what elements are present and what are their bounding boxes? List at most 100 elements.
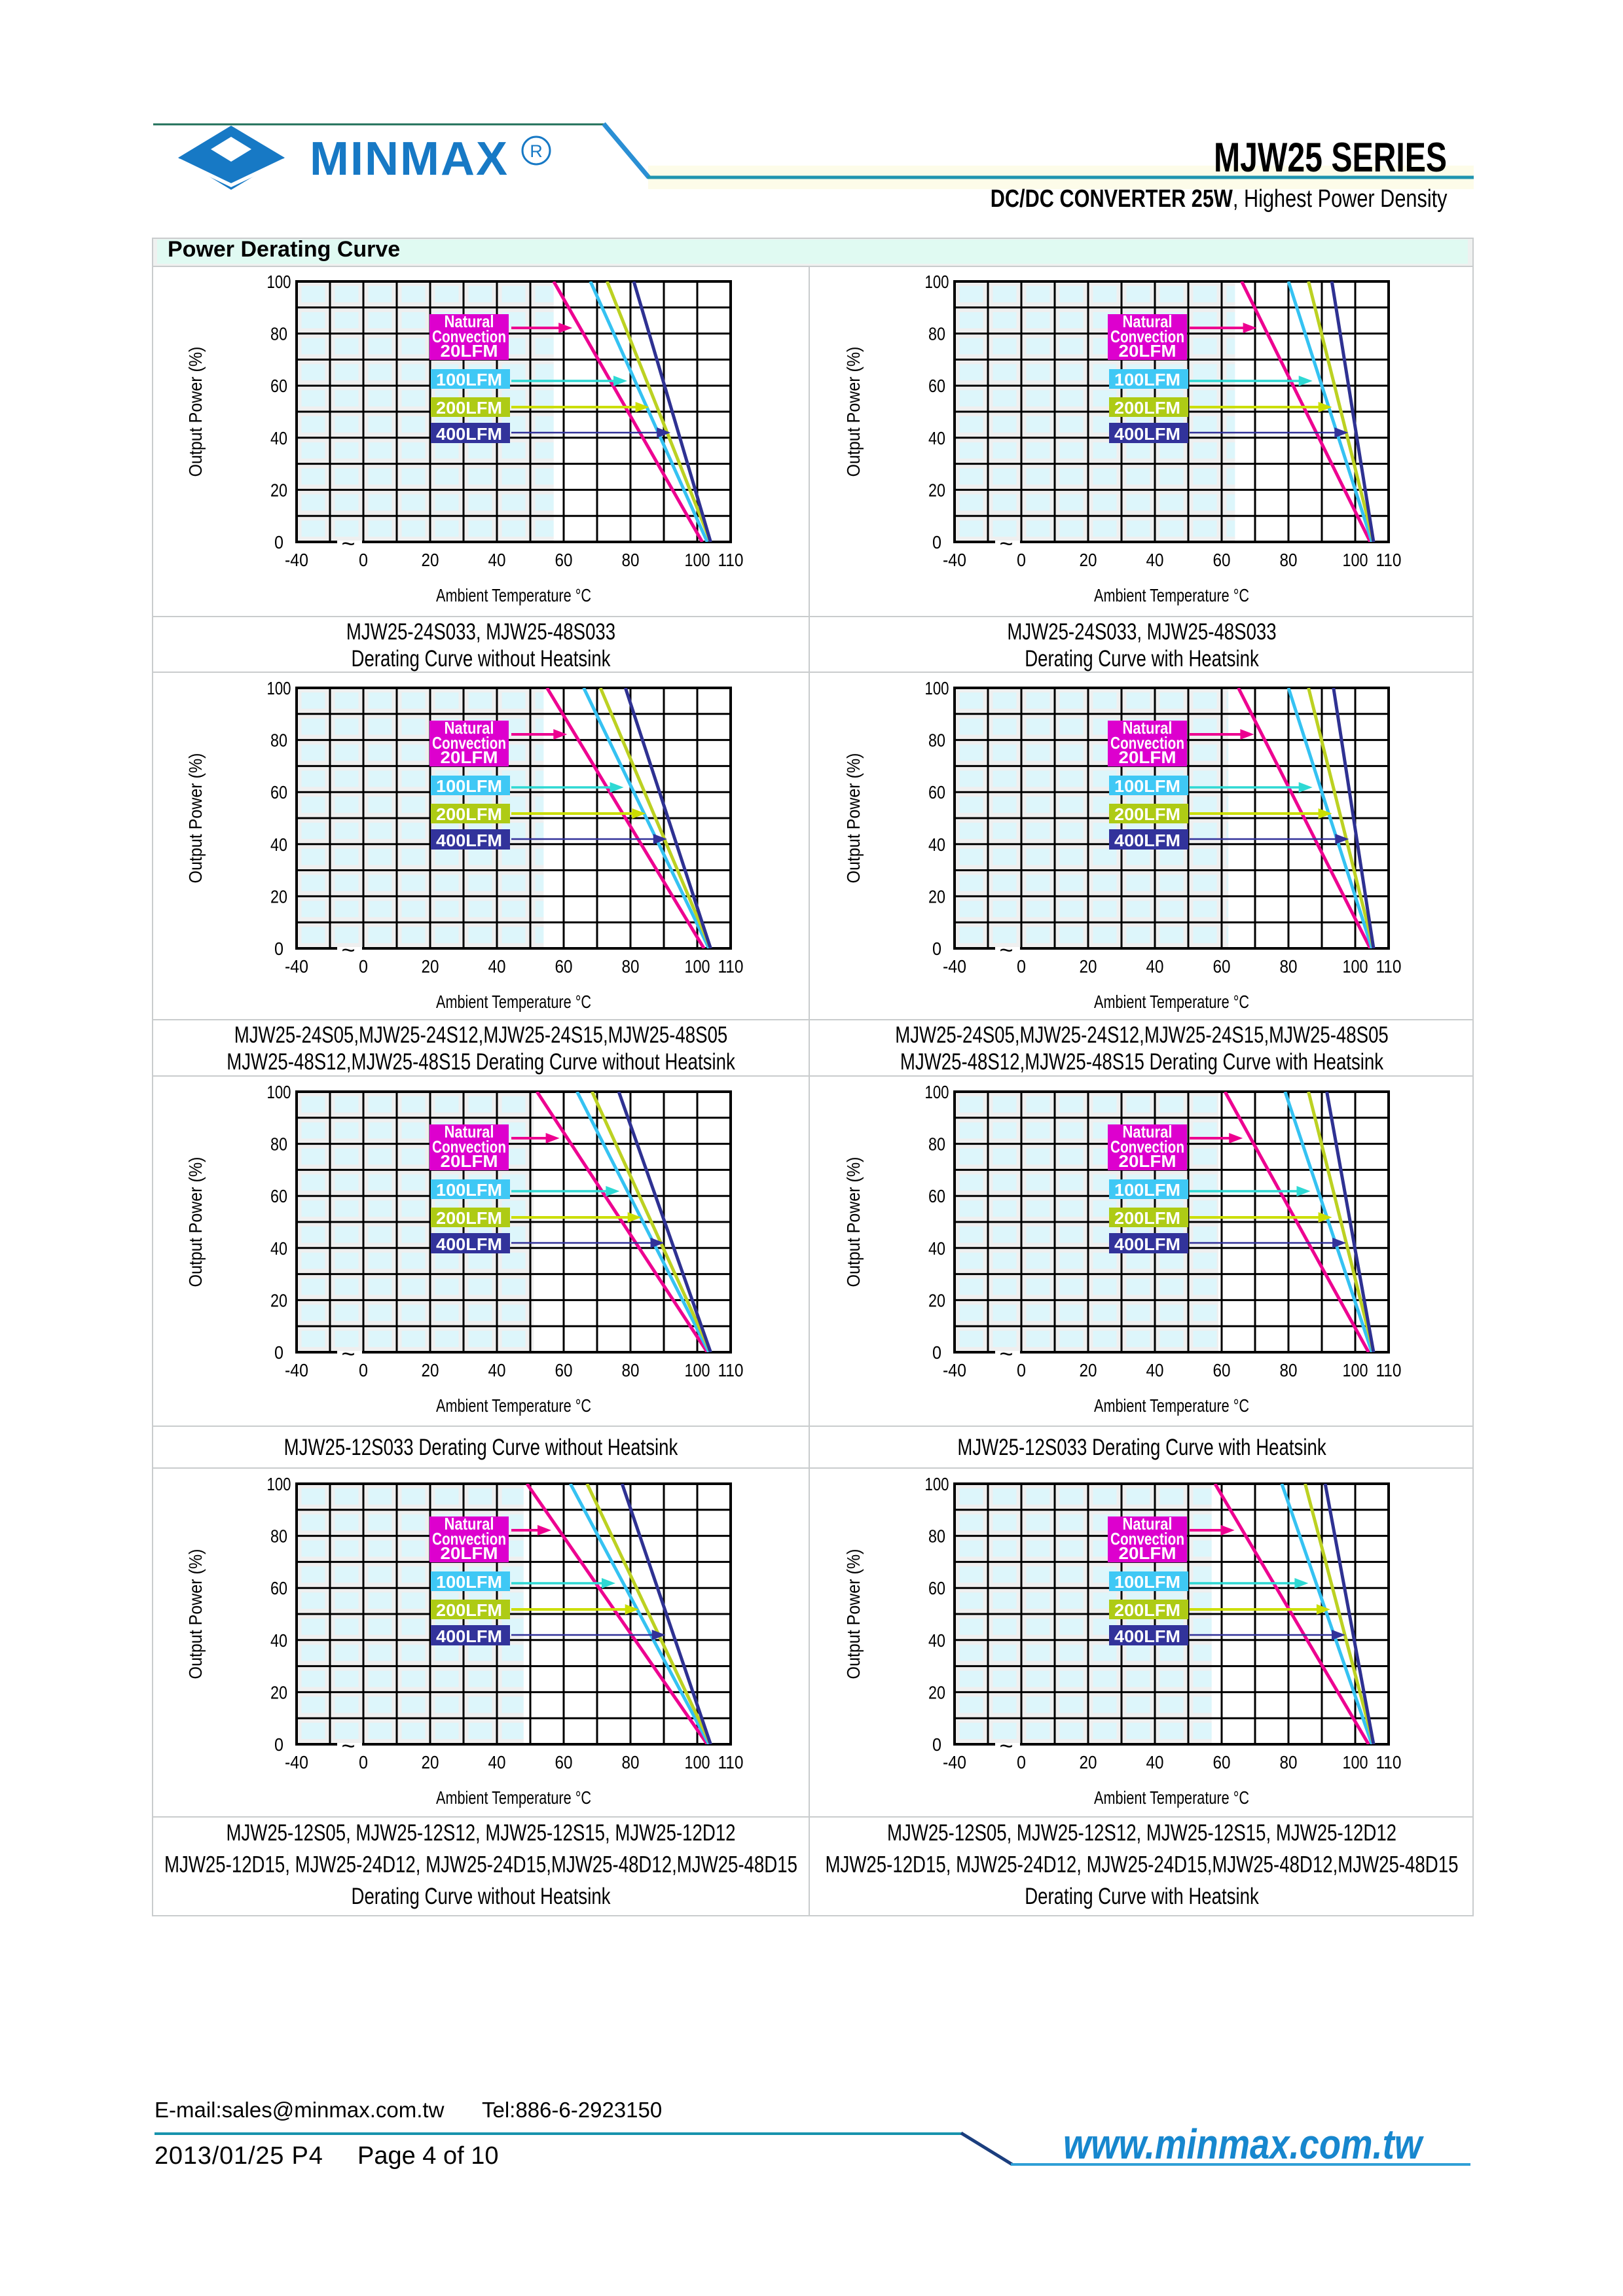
svg-text:Output Power (%): Output Power (%) xyxy=(185,347,206,477)
svg-text:400LFM: 400LFM xyxy=(436,1626,502,1646)
svg-text:40: 40 xyxy=(1146,956,1164,977)
svg-text:60: 60 xyxy=(270,782,287,802)
svg-text:400LFM: 400LFM xyxy=(436,424,502,444)
svg-text:-40: -40 xyxy=(285,956,308,977)
svg-text:20: 20 xyxy=(422,550,439,570)
svg-text:200LFM: 200LFM xyxy=(1114,398,1180,418)
svg-text:R: R xyxy=(530,141,543,161)
svg-text:100: 100 xyxy=(925,272,949,292)
svg-text:100: 100 xyxy=(1343,1752,1368,1772)
svg-text:MJW25-24S033, MJW25-48S033: MJW25-24S033, MJW25-48S033 xyxy=(346,619,615,645)
svg-text:80: 80 xyxy=(1280,1752,1298,1772)
svg-text:0: 0 xyxy=(932,1734,941,1755)
svg-text:-40: -40 xyxy=(285,1752,308,1772)
svg-text:Ambient Temperature °C: Ambient Temperature °C xyxy=(436,1787,591,1808)
svg-text:0: 0 xyxy=(359,550,368,570)
svg-text:Derating Curve without Heatsin: Derating Curve without Heatsink xyxy=(352,646,611,672)
svg-text:20: 20 xyxy=(422,956,439,977)
svg-text:Output Power (%): Output Power (%) xyxy=(185,753,206,884)
svg-text:MJW25-12D15, MJW25-24D12, MJW2: MJW25-12D15, MJW25-24D12, MJW25-24D15,MJ… xyxy=(826,1852,1459,1878)
svg-text:40: 40 xyxy=(928,1630,945,1651)
svg-text:100LFM: 100LFM xyxy=(436,1572,502,1592)
svg-text:100LFM: 100LFM xyxy=(1114,1572,1180,1592)
svg-text:80: 80 xyxy=(270,730,287,751)
svg-text:MJW25-12S05, MJW25-12S12, MJW2: MJW25-12S05, MJW25-12S12, MJW25-12S15, M… xyxy=(226,1820,735,1846)
svg-text:Ambient Temperature °C: Ambient Temperature °C xyxy=(436,1395,591,1416)
svg-text:200LFM: 200LFM xyxy=(436,1600,502,1620)
svg-text:60: 60 xyxy=(928,1578,945,1598)
svg-text:MJW25 SERIES: MJW25 SERIES xyxy=(1214,135,1447,181)
svg-text:Output Power (%): Output Power (%) xyxy=(185,1157,206,1287)
svg-text:60: 60 xyxy=(1213,956,1231,977)
svg-text:Convection: Convection xyxy=(432,1529,506,1549)
svg-text:-40: -40 xyxy=(285,550,308,570)
svg-text:-40: -40 xyxy=(943,1360,966,1380)
svg-text:100: 100 xyxy=(267,272,291,292)
svg-text:80: 80 xyxy=(928,1134,945,1155)
svg-text:Convection: Convection xyxy=(1110,327,1184,346)
svg-text:110: 110 xyxy=(718,956,744,977)
svg-text:40: 40 xyxy=(488,1752,506,1772)
svg-text:40: 40 xyxy=(488,550,506,570)
svg-text:20LFM: 20LFM xyxy=(441,341,498,361)
svg-text:Natural: Natural xyxy=(445,1122,494,1141)
svg-text:MJW25-24S05,MJW25-24S12,MJW25-: MJW25-24S05,MJW25-24S12,MJW25-24S15,MJW2… xyxy=(895,1022,1389,1048)
svg-text:400LFM: 400LFM xyxy=(436,1234,502,1254)
svg-text:80: 80 xyxy=(270,324,287,344)
svg-text:20: 20 xyxy=(1080,1360,1097,1380)
svg-text:Natural: Natural xyxy=(1123,1514,1173,1534)
svg-text:~: ~ xyxy=(341,1732,355,1759)
svg-text:20: 20 xyxy=(1080,550,1097,570)
svg-text:40: 40 xyxy=(928,834,945,855)
svg-text:Derating Curve with Heatsink: Derating Curve with Heatsink xyxy=(1025,1884,1259,1909)
svg-text:100: 100 xyxy=(1343,1360,1368,1380)
svg-text:60: 60 xyxy=(928,376,945,396)
svg-text:-40: -40 xyxy=(943,550,966,570)
svg-text:400LFM: 400LFM xyxy=(1114,1626,1180,1646)
svg-text:40: 40 xyxy=(270,834,287,855)
svg-text:Ambient Temperature °C: Ambient Temperature °C xyxy=(1094,585,1249,605)
svg-text:40: 40 xyxy=(270,428,287,448)
svg-text:20LFM: 20LFM xyxy=(441,1543,498,1563)
svg-text:Natural: Natural xyxy=(445,718,494,738)
svg-text:0: 0 xyxy=(1017,1360,1026,1380)
svg-text:20: 20 xyxy=(928,886,945,906)
svg-text:-40: -40 xyxy=(943,1752,966,1772)
svg-text:20: 20 xyxy=(270,1290,287,1310)
svg-text:100: 100 xyxy=(1343,550,1368,570)
svg-text:~: ~ xyxy=(999,530,1013,557)
svg-text:80: 80 xyxy=(622,956,640,977)
svg-text:100: 100 xyxy=(267,678,291,698)
svg-text:60: 60 xyxy=(555,1360,573,1380)
svg-text:20: 20 xyxy=(1080,1752,1097,1772)
svg-text:0: 0 xyxy=(274,1342,283,1363)
svg-text:20LFM: 20LFM xyxy=(1119,341,1176,361)
svg-text:Ambient Temperature °C: Ambient Temperature °C xyxy=(436,585,591,605)
svg-text:200LFM: 200LFM xyxy=(436,398,502,418)
svg-text:80: 80 xyxy=(270,1526,287,1547)
svg-text:80: 80 xyxy=(622,1360,640,1380)
svg-text:Ambient Temperature °C: Ambient Temperature °C xyxy=(436,992,591,1012)
svg-text:0: 0 xyxy=(274,939,283,959)
svg-text:~: ~ xyxy=(341,937,355,963)
svg-text:80: 80 xyxy=(270,1134,287,1155)
svg-text:MJW25-24S05,MJW25-24S12,MJW25-: MJW25-24S05,MJW25-24S12,MJW25-24S15,MJW2… xyxy=(234,1022,728,1048)
svg-text:MJW25-12S05, MJW25-12S12, MJW2: MJW25-12S05, MJW25-12S12, MJW25-12S15, M… xyxy=(887,1820,1396,1846)
svg-text:60: 60 xyxy=(270,376,287,396)
svg-text:20LFM: 20LFM xyxy=(441,1151,498,1171)
svg-text:80: 80 xyxy=(622,550,640,570)
svg-text:60: 60 xyxy=(270,1186,287,1206)
svg-text:~: ~ xyxy=(341,1340,355,1367)
svg-text:0: 0 xyxy=(932,532,941,552)
svg-text:80: 80 xyxy=(1280,956,1298,977)
svg-text:Convection: Convection xyxy=(1110,1529,1184,1549)
svg-text:40: 40 xyxy=(488,956,506,977)
svg-text:60: 60 xyxy=(270,1578,287,1598)
svg-text:20: 20 xyxy=(270,480,287,500)
svg-text:0: 0 xyxy=(1017,1752,1026,1772)
svg-text:20: 20 xyxy=(928,1290,945,1310)
svg-text:~: ~ xyxy=(999,1732,1013,1759)
svg-text:0: 0 xyxy=(274,532,283,552)
svg-text:80: 80 xyxy=(928,1526,945,1547)
svg-text:20: 20 xyxy=(270,1682,287,1702)
